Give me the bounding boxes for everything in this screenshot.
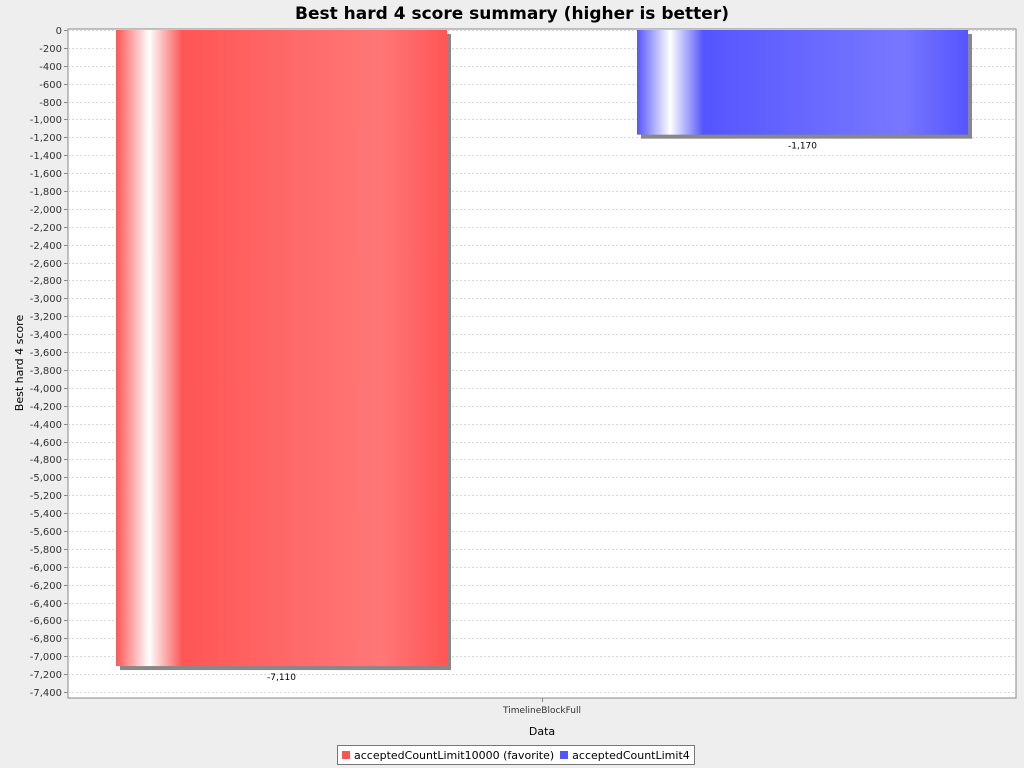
y-tick-label: -6,000	[30, 563, 62, 574]
y-tick-label: -800	[39, 98, 62, 109]
legend: acceptedCountLimit10000 (favorite) accep…	[337, 745, 695, 765]
x-tick-label: TimelineBlockFull	[502, 706, 581, 716]
y-tick-label: -1,000	[30, 115, 62, 126]
y-tick-label: -5,800	[30, 545, 62, 556]
y-tick-label: -7,200	[30, 670, 62, 681]
y-tick-label: -1,400	[30, 151, 62, 162]
y-tick-label: -5,200	[30, 491, 62, 502]
y-tick-label: -6,400	[30, 599, 62, 610]
y-tick-label: -2,400	[30, 241, 62, 252]
y-tick-label: -3,600	[30, 348, 62, 359]
data-label: -1,170	[788, 142, 817, 152]
y-tick-label: -6,800	[30, 634, 62, 645]
y-tick-label: -5,400	[30, 509, 62, 520]
y-tick-label: -6,600	[30, 616, 62, 627]
legend-swatch-red	[342, 751, 350, 759]
y-tick-label: -1,600	[30, 169, 62, 180]
y-tick-label: -2,000	[30, 205, 62, 216]
bars: -7,110 -1,170	[116, 30, 972, 683]
x-axis-label: Data	[529, 725, 555, 738]
y-tick-label: -3,400	[30, 330, 62, 341]
legend-item-series-2: acceptedCountLimit4	[560, 749, 690, 762]
y-tick-label: -5,600	[30, 527, 62, 538]
y-tick-label: -200	[39, 44, 62, 55]
y-axis-label: Best hard 4 score	[13, 315, 26, 412]
y-tick-label: -2,600	[30, 259, 62, 270]
y-tick-label: -1,800	[30, 187, 62, 198]
y-tick-label: -400	[39, 62, 62, 73]
chart-title: Best hard 4 score summary (higher is bet…	[295, 4, 729, 24]
y-tick-label: -4,600	[30, 438, 62, 449]
y-tick-label: -600	[39, 80, 62, 91]
legend-item-series-1: acceptedCountLimit10000 (favorite)	[342, 749, 554, 762]
y-tick-label: -3,200	[30, 312, 62, 323]
y-tick-label: -1,200	[30, 133, 62, 144]
y-tick-label: -3,000	[30, 294, 62, 305]
bar-2	[637, 30, 968, 135]
y-tick-label: -4,400	[30, 420, 62, 431]
y-tick-label: 0	[56, 26, 62, 37]
y-axis-ticks: 0 -200 -400 -600 -800 -1,000 -1,200 -1,400 -1,60…	[30, 26, 543, 702]
y-tick-label: -7,000	[30, 652, 62, 663]
y-tick-label: -6,200	[30, 581, 62, 592]
y-tick-label: -4,800	[30, 455, 62, 466]
y-tick-label: -7,400	[30, 688, 62, 699]
bar-1	[116, 30, 447, 667]
y-tick-label: -3,800	[30, 366, 62, 377]
data-label: -7,110	[267, 673, 296, 683]
y-tick-label: -5,000	[30, 473, 62, 484]
y-tick-label: -4,200	[30, 402, 62, 413]
legend-label: acceptedCountLimit10000 (favorite)	[354, 748, 555, 762]
y-tick-label: -2,800	[30, 276, 62, 287]
y-tick-label: -2,200	[30, 223, 62, 234]
y-tick-label: -4,000	[30, 384, 62, 395]
gridlines	[68, 30, 1016, 693]
legend-label: acceptedCountLimit4	[572, 748, 690, 762]
legend-swatch-blue	[560, 751, 569, 759]
